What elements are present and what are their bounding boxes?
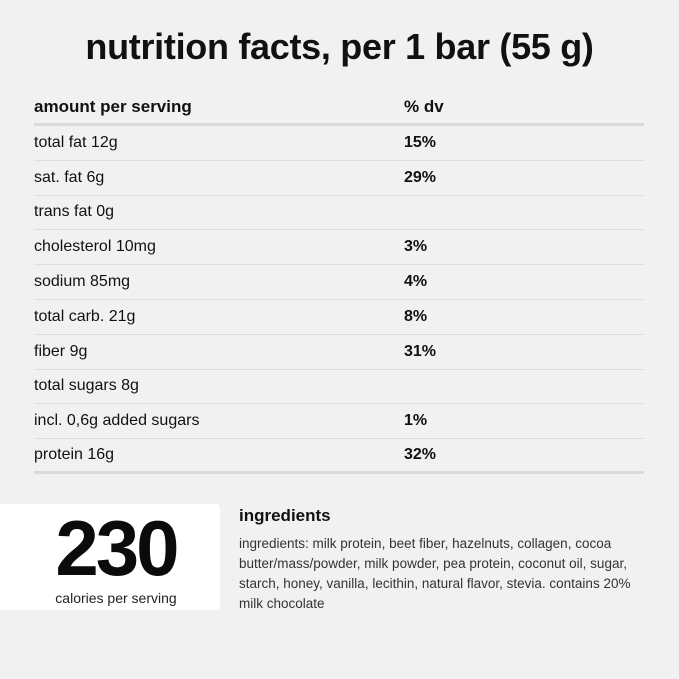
calories-label: calories per serving xyxy=(55,590,177,606)
nutrient-dv: 29% xyxy=(404,168,437,186)
nutrient-label: sodium 85mg xyxy=(34,273,131,291)
nutrient-dv: 3% xyxy=(404,238,428,256)
table-row: fiber 9g 31% xyxy=(34,335,644,370)
table-row: total fat 12g 15% xyxy=(34,126,644,161)
nutrient-dv: 31% xyxy=(404,342,437,360)
table-header: amount per serving % dv xyxy=(34,90,644,126)
table-row: incl. 0,6g added sugars 1% xyxy=(34,404,644,440)
nutrient-label: trans fat 0g xyxy=(34,203,115,221)
ingredients-text: ingredients: milk protein, beet fiber, h… xyxy=(239,536,631,611)
nutrient-label: total sugars 8g xyxy=(34,377,139,395)
table-row: cholesterol 10mg 3% xyxy=(34,230,644,266)
nutrient-label: sat. fat 6g xyxy=(34,168,105,186)
nutrient-label: total fat 12g xyxy=(34,133,118,151)
table-row: total carb. 21g 8% xyxy=(34,300,644,335)
page-title: nutrition facts, per 1 bar (55 g) xyxy=(85,26,594,67)
dv-header: % dv xyxy=(404,96,444,116)
nutrient-dv: 4% xyxy=(404,273,428,291)
ingredients-title: ingredients xyxy=(239,506,331,525)
nutrient-label: cholesterol 10mg xyxy=(34,238,156,256)
table-row: sodium 85mg 4% xyxy=(34,265,644,300)
nutrient-label: protein 16g xyxy=(34,446,115,464)
nutrient-label: incl. 0,6g added sugars xyxy=(34,412,200,430)
calories-box: 230 calories per serving xyxy=(0,504,220,610)
nutrient-label: fiber 9g xyxy=(34,342,88,360)
calories-value: 230 xyxy=(55,504,179,592)
table-row: protein 16g 32% xyxy=(34,439,644,474)
table-row: total sugars 8g xyxy=(34,370,644,405)
amount-header: amount per serving xyxy=(34,96,192,116)
table-row: sat. fat 6g 29% xyxy=(34,161,644,196)
nutrient-dv: 1% xyxy=(404,412,428,430)
nutrient-dv: 32% xyxy=(404,446,437,464)
nutrient-label: total carb. 21g xyxy=(34,307,136,325)
table-row: trans fat 0g xyxy=(34,196,644,231)
nutrition-table: amount per serving % dv total fat 12g 15… xyxy=(34,90,644,474)
nutrient-dv: 15% xyxy=(404,133,437,151)
nutrient-dv: 8% xyxy=(404,307,428,325)
